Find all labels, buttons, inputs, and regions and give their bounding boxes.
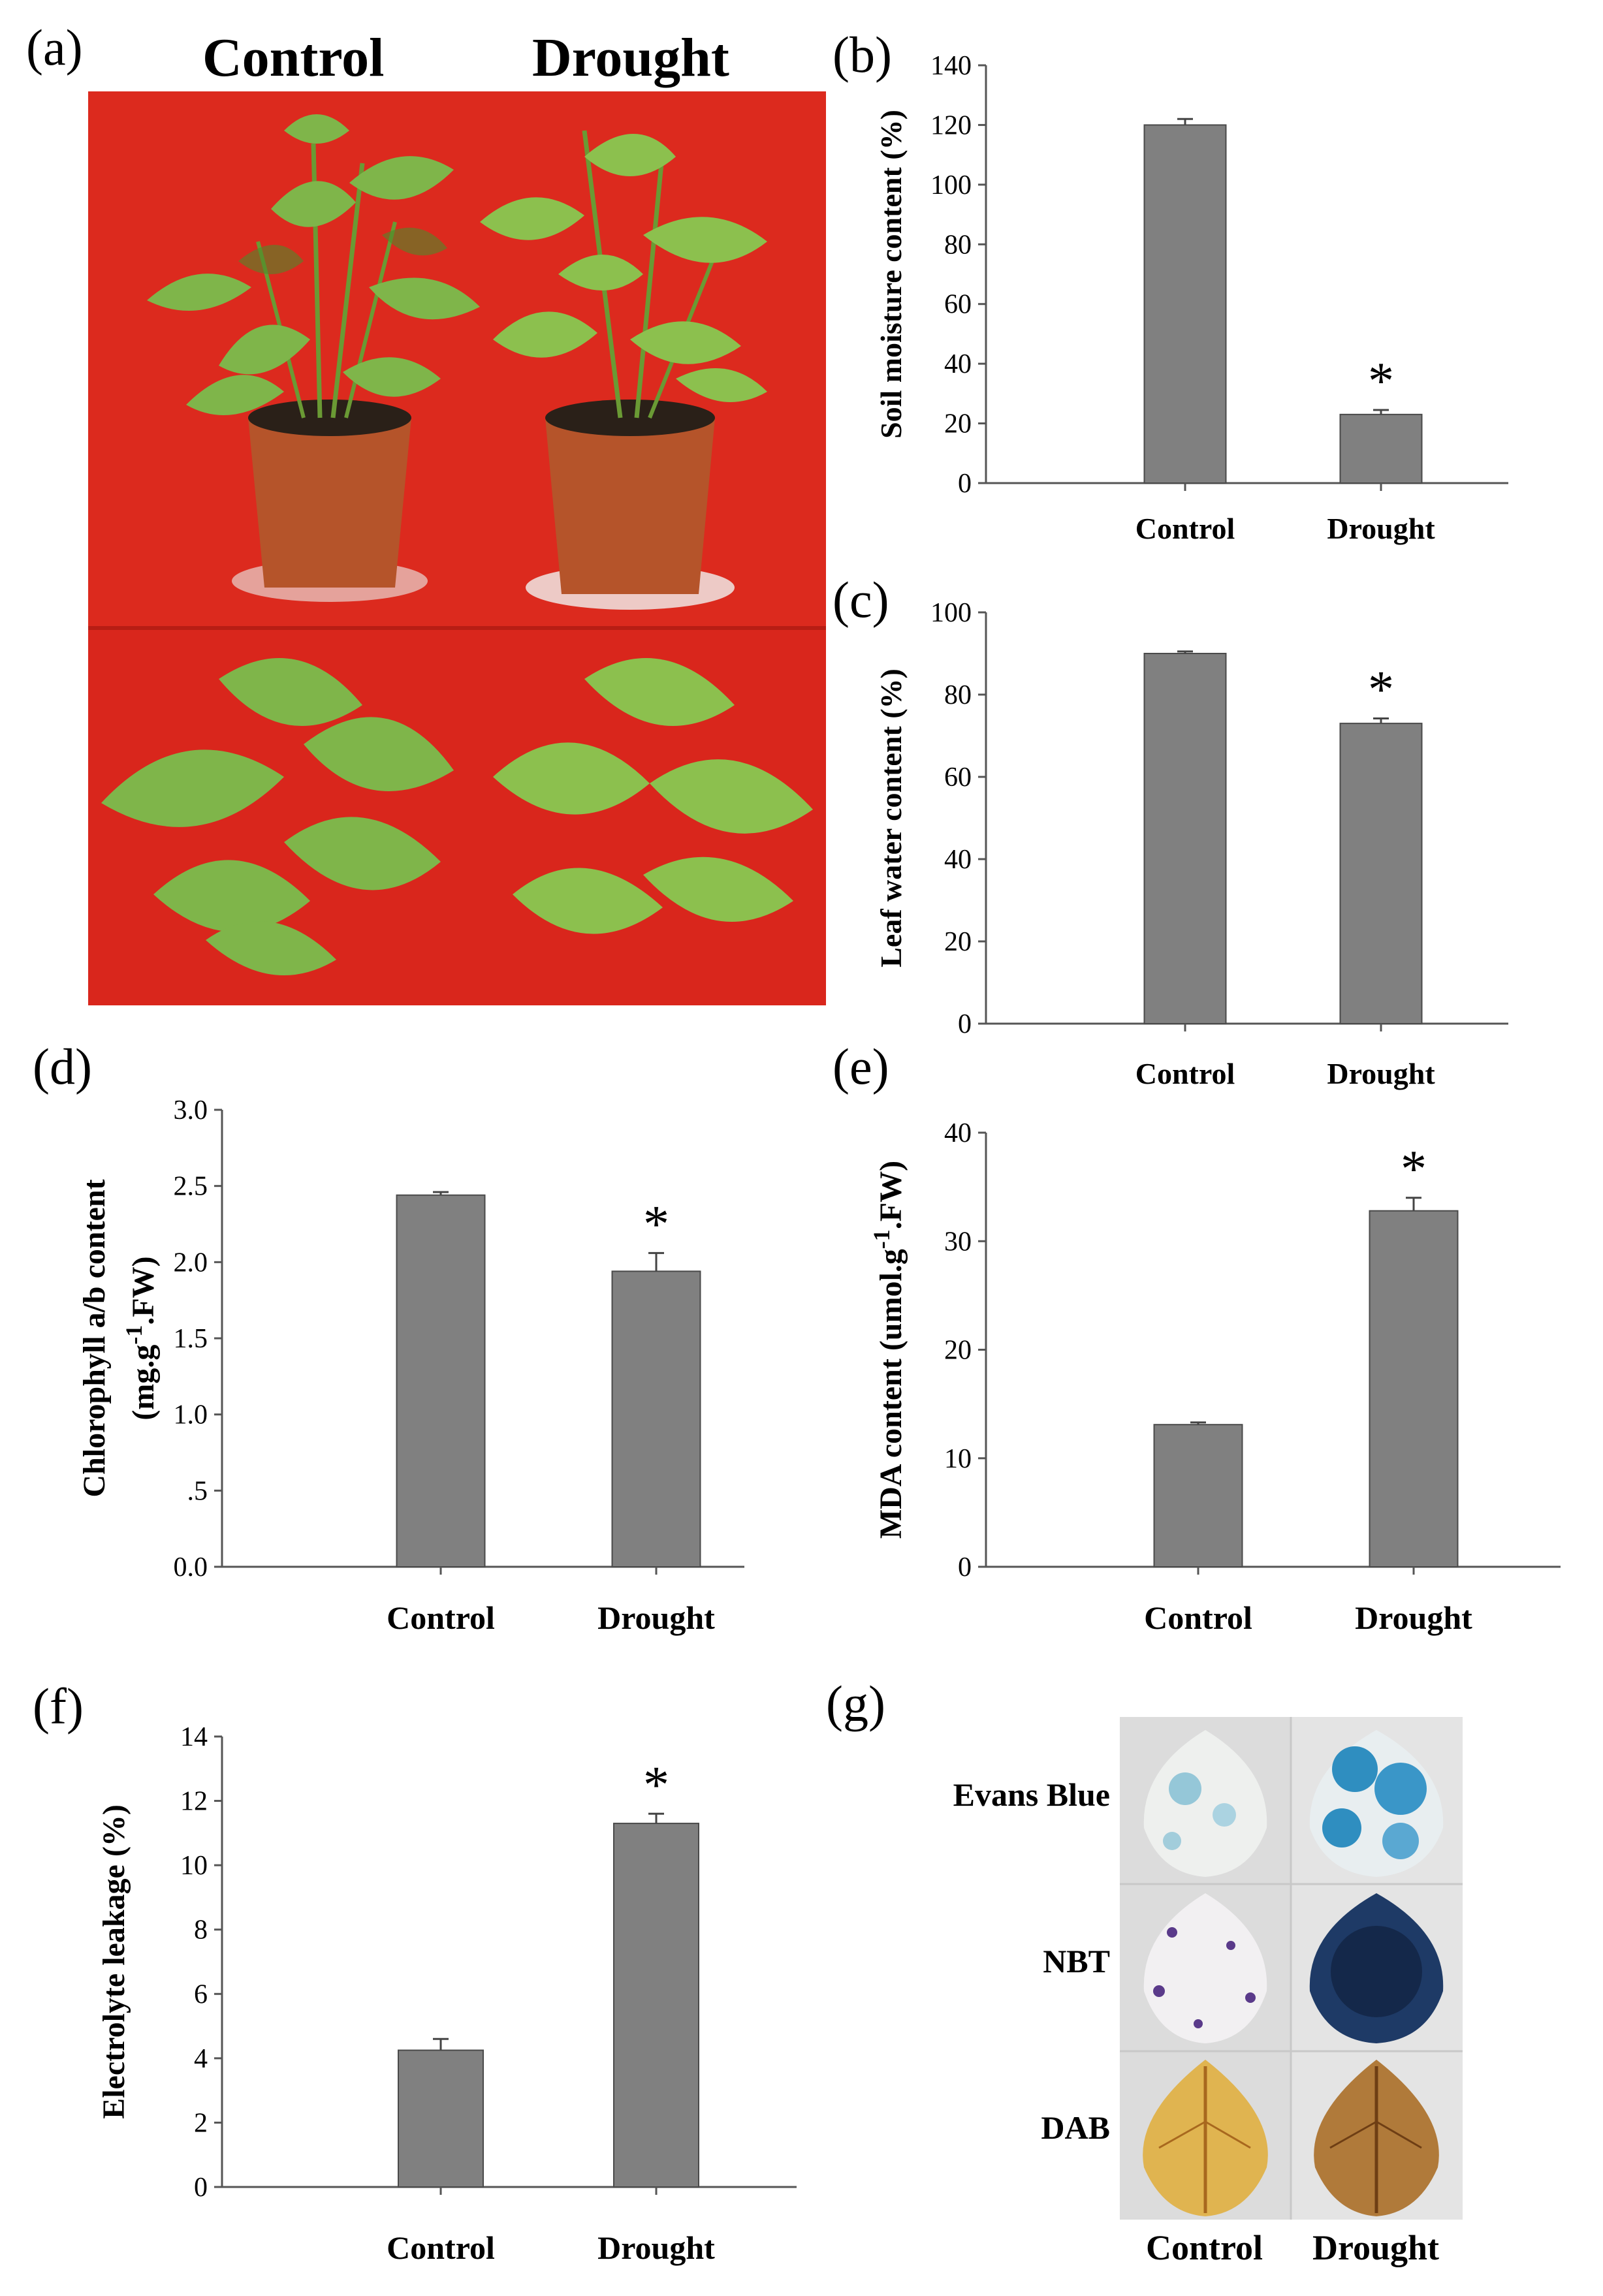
y-tick-label: 14 — [180, 1722, 208, 1752]
y-axis-label: Leaf water content (%) — [874, 668, 908, 967]
bar-drought — [613, 1823, 699, 2188]
y-tick-label: 4 — [194, 2044, 208, 2074]
significance-marker: * — [1368, 353, 1394, 410]
bar-drought — [611, 1270, 701, 1567]
panel-d-label: (d) — [33, 1038, 92, 1095]
chart-e: (e) 0 10 20 30 40 Control * Drought MDA content (… — [833, 1038, 1561, 1636]
x-category-label: Control — [1135, 512, 1235, 545]
bar-drought — [1339, 723, 1423, 1024]
y-tick-label: 2.5 — [174, 1172, 208, 1202]
nbt-control-leaf — [1143, 1893, 1267, 2043]
stain-row-evans-blue: Evans Blue — [953, 1776, 1110, 1813]
panel-a-drought-header: Drought — [532, 27, 729, 88]
significance-marker: * — [1401, 1140, 1427, 1198]
y-tick-label: 12 — [180, 1787, 208, 1817]
bar-drought — [1369, 1210, 1459, 1567]
chart-d: (d) 0.0 .5 1.0 1.5 2.0 2.5 3.0 Control * Drought Ch… — [33, 1038, 744, 1636]
y-tick-label: 30 — [944, 1227, 972, 1257]
panel-f-label: (f) — [33, 1678, 84, 1735]
y-tick-label: 0.0 — [174, 1552, 208, 1582]
stain-col-control: Control — [1146, 2228, 1263, 2267]
y-tick-label: 100 — [930, 170, 972, 200]
y-tick-label: 0 — [958, 1009, 972, 1039]
nbt-drought-leaf — [1309, 1893, 1444, 2043]
x-category-label: Drought — [1355, 1599, 1472, 1636]
y-tick-label: 8 — [194, 1915, 208, 1945]
y-axis-label: Soil moisture content (%) — [874, 110, 908, 439]
significance-marker: * — [643, 1195, 669, 1253]
y-axis-label-unit: (mg.g-1.FW) — [121, 1256, 161, 1420]
y-tick-label: 2.0 — [174, 1248, 208, 1278]
x-category-label: Drought — [597, 2229, 715, 2266]
y-axis-label: Electrolyte leakage (%) — [97, 1804, 131, 2119]
stain-col-drought: Drought — [1312, 2228, 1440, 2267]
y-tick-label: 6 — [194, 1979, 208, 2009]
chart-b: (b) 0 20 40 60 80 100 120 140 Control * Drought Soil… — [833, 26, 1508, 545]
x-category-label: Control — [387, 2229, 495, 2266]
significance-marker: * — [643, 1756, 669, 1814]
y-tick-label: .5 — [187, 1476, 208, 1506]
stain-row-dab: DAB — [1041, 2109, 1110, 2146]
y-tick-label: 40 — [944, 349, 972, 379]
control-plant-side — [147, 114, 480, 602]
bar-control — [1143, 653, 1227, 1024]
y-tick-label: 40 — [944, 845, 972, 875]
y-tick-label: 140 — [930, 51, 972, 81]
y-tick-label: 0 — [958, 469, 972, 499]
drought-plant-side — [480, 130, 767, 610]
panel-e-label: (e) — [833, 1038, 889, 1095]
evans-blue-control-leaf — [1143, 1730, 1267, 1877]
panel-g-label: (g) — [826, 1675, 885, 1732]
chart-f: (f) 0 2 4 6 8 10 12 14 Control * Drought Electrolyte… — [33, 1678, 797, 2266]
x-category-label: Drought — [1327, 512, 1435, 545]
y-tick-label: 2 — [194, 2108, 208, 2138]
x-category-label: Control — [1135, 1057, 1235, 1090]
chart-c: (c) 0 20 40 60 80 100 Control * Drought Leaf water… — [833, 571, 1508, 1090]
bar-control — [396, 1194, 486, 1567]
y-tick-label: 3.0 — [174, 1095, 208, 1125]
y-axis-label: Chlorophyll a/b content — [77, 1179, 112, 1497]
y-tick-label: 60 — [944, 763, 972, 793]
stain-row-nbt: NBT — [1043, 1943, 1110, 1979]
panel-b-label: (b) — [833, 26, 892, 83]
drought-plant-top — [493, 658, 813, 934]
x-category-label: Control — [1144, 1599, 1252, 1636]
y-tick-label: 80 — [944, 230, 972, 260]
y-tick-label: 20 — [944, 927, 972, 957]
y-tick-label: 20 — [944, 1336, 972, 1366]
y-tick-label: 10 — [944, 1444, 972, 1474]
panel-a-control-header: Control — [202, 27, 385, 88]
plant-photo — [88, 91, 826, 1005]
panel-c-label: (c) — [833, 571, 889, 628]
y-tick-label: 120 — [930, 110, 972, 140]
y-tick-label: 10 — [180, 1851, 208, 1881]
y-tick-label: 1.5 — [174, 1324, 208, 1354]
bar-control — [398, 2049, 484, 2188]
y-tick-label: 80 — [944, 680, 972, 710]
panel-a-label: (a) — [26, 19, 83, 76]
y-tick-label: 100 — [930, 598, 972, 628]
x-category-label: Drought — [597, 1599, 715, 1636]
stain-images — [1120, 1717, 1463, 2220]
x-category-label: Control — [387, 1599, 495, 1636]
evans-blue-drought-leaf — [1309, 1730, 1444, 1877]
y-tick-label: 0 — [958, 1552, 972, 1582]
y-tick-label: 1.0 — [174, 1400, 208, 1430]
significance-marker: * — [1368, 661, 1394, 719]
y-tick-label: 20 — [944, 409, 972, 439]
dab-control-leaf — [1143, 2060, 1268, 2216]
bar-control — [1143, 124, 1227, 484]
x-category-label: Drought — [1327, 1057, 1435, 1090]
dab-drought-leaf — [1314, 2060, 1439, 2216]
y-axis-label: MDA content (umol.g-1.FW) — [868, 1161, 908, 1539]
bar-control — [1153, 1424, 1243, 1568]
y-tick-label: 0 — [194, 2173, 208, 2203]
bar-drought — [1339, 413, 1423, 484]
y-tick-label: 40 — [944, 1118, 972, 1148]
control-plant-top — [101, 658, 454, 975]
y-tick-label: 60 — [944, 290, 972, 320]
